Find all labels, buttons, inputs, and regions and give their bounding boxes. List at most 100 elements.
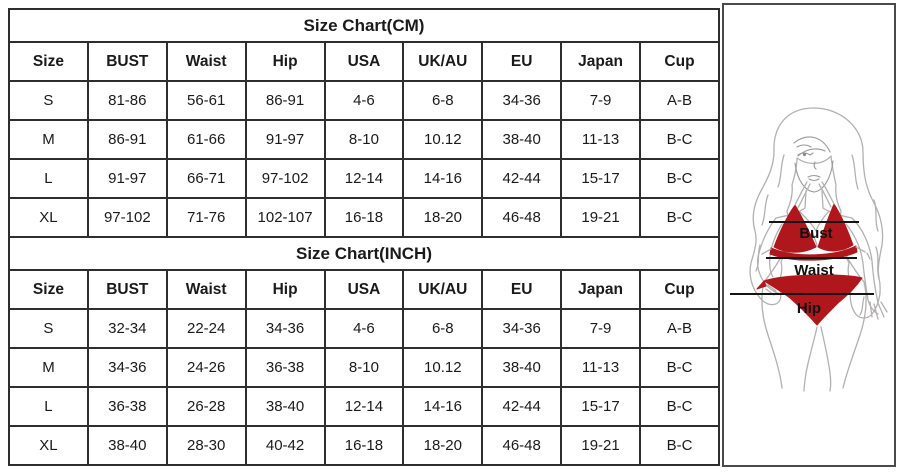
face-outline <box>794 160 834 193</box>
value-cell: 7-9 <box>560 80 641 121</box>
table-header-row: Size BUST Waist Hip USA UK/AU EU Japan Cup <box>8 269 720 310</box>
value-cell: 42-44 <box>481 386 563 427</box>
value-cell: 7-9 <box>560 308 641 349</box>
size-chart-table: Size Chart(CM) Size BUST Waist Hip USA UK/AU EU… <box>8 8 720 466</box>
value-cell: 24-26 <box>165 347 247 388</box>
value-cell: 40-42 <box>244 425 326 466</box>
value-cell: B-C <box>639 347 720 388</box>
table-title-row: Size Chart(CM) <box>8 8 720 43</box>
size-chart-inch-section: Size Chart(INCH) Size BUST Waist Hip USA UK/AU… <box>8 236 720 466</box>
size-cell: L <box>8 158 89 199</box>
column-header: USA <box>323 269 405 310</box>
column-header: Hip <box>244 41 326 82</box>
pupil <box>802 152 807 157</box>
size-cell: M <box>8 119 89 160</box>
column-header: EU <box>481 41 563 82</box>
value-cell: 8-10 <box>323 119 405 160</box>
value-cell: 32-34 <box>86 308 168 349</box>
column-header: USA <box>323 41 405 82</box>
value-cell: 91-97 <box>86 158 168 199</box>
value-cell: 14-16 <box>402 158 484 199</box>
bust-label: Bust <box>799 225 832 242</box>
value-cell: B-C <box>639 197 720 238</box>
value-cell: B-C <box>639 425 720 466</box>
bikini-top-straps <box>761 181 866 255</box>
value-cell: 36-38 <box>244 347 326 388</box>
table-header-row: Size BUST Waist Hip USA UK/AU EU Japan Cup <box>8 41 720 82</box>
value-cell: 15-17 <box>560 386 641 427</box>
column-header: Japan <box>560 269 641 310</box>
nose <box>813 161 817 170</box>
value-cell: 34-36 <box>244 308 326 349</box>
table-row: L 36-38 26-28 38-40 12-14 14-16 42-44 15-17 B-C <box>8 386 720 427</box>
column-header: UK/AU <box>402 41 484 82</box>
table-row: S 81-86 56-61 86-91 4-6 6-8 34-36 7-9 A-B <box>8 80 720 121</box>
value-cell: 38-40 <box>244 386 326 427</box>
neck-shoulders <box>775 190 853 219</box>
column-header: Japan <box>560 41 641 82</box>
table-row: XL 97-102 71-76 102-107 16-18 18-20 46-48 19-21… <box>8 197 720 238</box>
column-header: Size <box>8 269 89 310</box>
value-cell: 10.12 <box>402 119 484 160</box>
value-cell: 6-8 <box>402 80 484 121</box>
table-title: Size Chart(INCH) <box>8 236 720 271</box>
value-cell: 71-76 <box>165 197 247 238</box>
woman-measurement-illustration: Bust Waist Hip <box>730 107 888 392</box>
size-cell: XL <box>8 425 89 466</box>
value-cell: 46-48 <box>481 197 563 238</box>
legs <box>761 281 867 392</box>
value-cell: 102-107 <box>244 197 326 238</box>
value-cell: 61-66 <box>165 119 247 160</box>
value-cell: B-C <box>639 119 720 160</box>
hip-label: Hip <box>797 300 821 317</box>
value-cell: A-B <box>639 80 720 121</box>
value-cell: 14-16 <box>402 386 484 427</box>
value-cell: 86-91 <box>244 80 326 121</box>
value-cell: 19-21 <box>560 197 641 238</box>
value-cell: 22-24 <box>165 308 247 349</box>
lips <box>807 174 821 182</box>
value-cell: 10.12 <box>402 347 484 388</box>
table-title: Size Chart(CM) <box>8 8 720 43</box>
column-header: BUST <box>86 269 168 310</box>
size-cell: L <box>8 386 89 427</box>
bikini-bottom <box>756 274 863 326</box>
value-cell: 56-61 <box>165 80 247 121</box>
value-cell: 66-71 <box>165 158 247 199</box>
size-chart-cm-section: Size Chart(CM) Size BUST Waist Hip USA UK/AU EU… <box>8 8 720 238</box>
value-cell: 8-10 <box>323 347 405 388</box>
column-header: Size <box>8 41 89 82</box>
value-cell: 12-14 <box>323 386 405 427</box>
value-cell: 91-97 <box>244 119 326 160</box>
value-cell: 46-48 <box>481 425 563 466</box>
value-cell: 19-21 <box>560 425 641 466</box>
size-cell: S <box>8 80 89 121</box>
column-header: EU <box>481 269 563 310</box>
value-cell: 11-13 <box>560 347 641 388</box>
table-row: L 91-97 66-71 97-102 12-14 14-16 42-44 15-17 B-C <box>8 158 720 199</box>
value-cell: 34-36 <box>481 80 563 121</box>
table-row: S 32-34 22-24 34-36 4-6 6-8 34-36 7-9 A-B <box>8 308 720 349</box>
table-title-row: Size Chart(INCH) <box>8 236 720 271</box>
column-header: Cup <box>639 269 720 310</box>
value-cell: 34-36 <box>481 308 563 349</box>
value-cell: B-C <box>639 158 720 199</box>
value-cell: 4-6 <box>323 80 405 121</box>
right-arm <box>845 217 888 320</box>
value-cell: 11-13 <box>560 119 641 160</box>
value-cell: 26-28 <box>165 386 247 427</box>
value-cell: 16-18 <box>323 197 405 238</box>
value-cell: 42-44 <box>481 158 563 199</box>
value-cell: 36-38 <box>86 386 168 427</box>
value-cell: 97-102 <box>244 158 326 199</box>
size-cell: XL <box>8 197 89 238</box>
value-cell: 12-14 <box>323 158 405 199</box>
table-row: M 86-91 61-66 91-97 8-10 10.12 38-40 11-13 B-C <box>8 119 720 160</box>
column-header: Cup <box>639 41 720 82</box>
value-cell: 86-91 <box>86 119 168 160</box>
value-cell: 15-17 <box>560 158 641 199</box>
value-cell: 6-8 <box>402 308 484 349</box>
waist-label: Waist <box>794 262 833 279</box>
column-header: Waist <box>165 269 247 310</box>
